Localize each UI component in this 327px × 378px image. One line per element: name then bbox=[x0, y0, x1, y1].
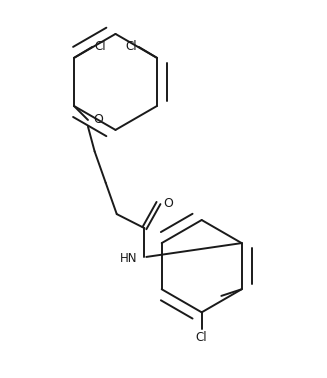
Text: HN: HN bbox=[120, 252, 138, 265]
Text: O: O bbox=[163, 197, 173, 209]
Text: Cl: Cl bbox=[125, 40, 137, 53]
Text: Cl: Cl bbox=[94, 40, 106, 53]
Text: Cl: Cl bbox=[196, 331, 208, 344]
Text: O: O bbox=[93, 113, 103, 127]
